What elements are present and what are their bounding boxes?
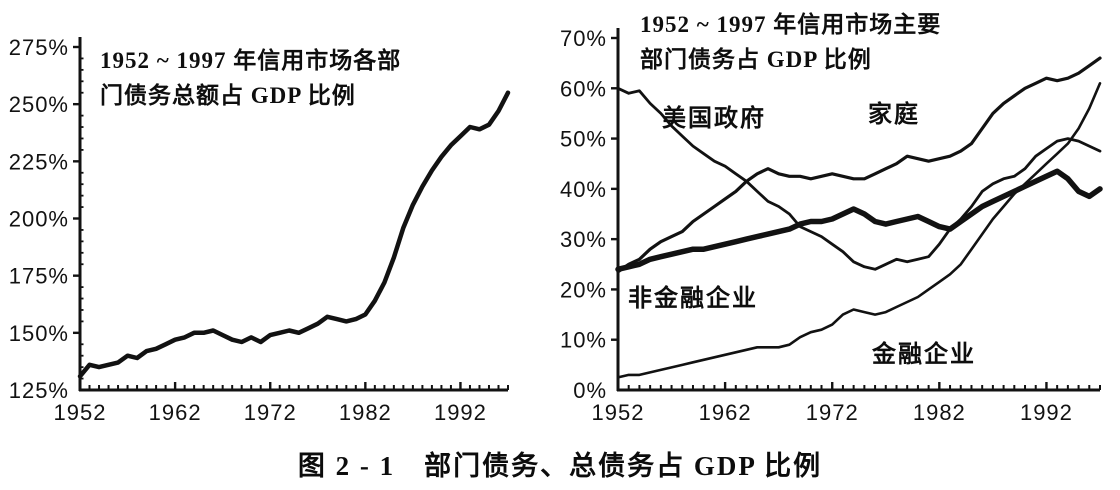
label-us-government: 美国政府 [662,106,766,132]
figure-caption: 图 2 - 1 部门债务、总债务占 GDP 比例 [297,451,823,481]
debt-line-金融企业 [616,82,1102,379]
total-debt-chart-svg: 275% 250% 225% 200% 175% 150% 125%1952 1962 1972… [9,35,511,425]
debt-line-信用市场各部门债务总额占GDP比例 [77,90,511,379]
sector-debt-chart: 70% 60% 50% 40% 30% 20% 10% 0% 1952 1962 1972 1982 1… [560,0,1120,440]
label-household: 家庭 [868,102,920,128]
debt-line-非金融企业 [615,168,1103,273]
x-tick-label: 1962 [149,400,202,425]
x-tick-label: 1952 [54,400,107,425]
y-tick-label: 40% [560,177,607,202]
total-debt-chart: 275% 250% 225% 200% 175% 150% 125% 1952 1962 1972… [0,0,560,440]
x-tick-label: 1952 [592,400,645,425]
sector-debt-chart-svg: 70% 60% 50% 40% 30% 20% 10% 0%1952 1962 1972 1982 1… [560,26,1103,425]
y-tick-label: 0% [573,378,607,403]
debt-line-美国政府 [616,86,1102,271]
x-tick-label: 1972 [806,400,859,425]
y-tick-label: 125% [9,378,69,403]
y-tick-label: 250% [9,92,69,117]
y-tick-label: 225% [9,149,69,174]
sector-debt-title-line2: 部门债务占 GDP 比例 [640,46,872,72]
sector-debt-chart-title: 1952 ~ 1997 年信用市场主要 部门债务占 GDP 比例 [640,8,941,77]
debt-line-家庭 [616,56,1102,274]
label-financial: 金融企业 [872,342,976,368]
total-debt-title-line2: 门债务总额占 GDP 比例 [100,82,356,108]
y-tick-label: 60% [560,76,607,101]
x-tick-label: 1982 [913,400,966,425]
y-tick-label: 275% [9,35,69,60]
x-tick-label: 1982 [339,400,392,425]
y-tick-label: 200% [9,207,69,232]
label-nonfinancial: 非金融企业 [628,286,758,312]
y-tick-label: 70% [560,26,607,51]
y-tick-label: 30% [560,227,607,252]
y-tick-label: 150% [9,321,69,346]
y-tick-label: 20% [560,277,607,302]
y-tick-label: 50% [560,127,607,152]
x-tick-label: 1962 [699,400,752,425]
sector-debt-title-line1: 1952 ~ 1997 年信用市场主要 [640,12,942,37]
y-tick-label: 10% [560,328,607,353]
total-debt-title-line1: 1952 ~ 1997 年信用市场各部 [100,48,402,73]
x-tick-label: 1992 [434,400,487,425]
y-tick-label: 175% [9,264,69,289]
x-tick-label: 1972 [244,400,297,425]
total-debt-chart-title: 1952 ~ 1997 年信用市场各部 门债务总额占 GDP 比例 [100,44,401,113]
x-tick-label: 1992 [1020,400,1073,425]
